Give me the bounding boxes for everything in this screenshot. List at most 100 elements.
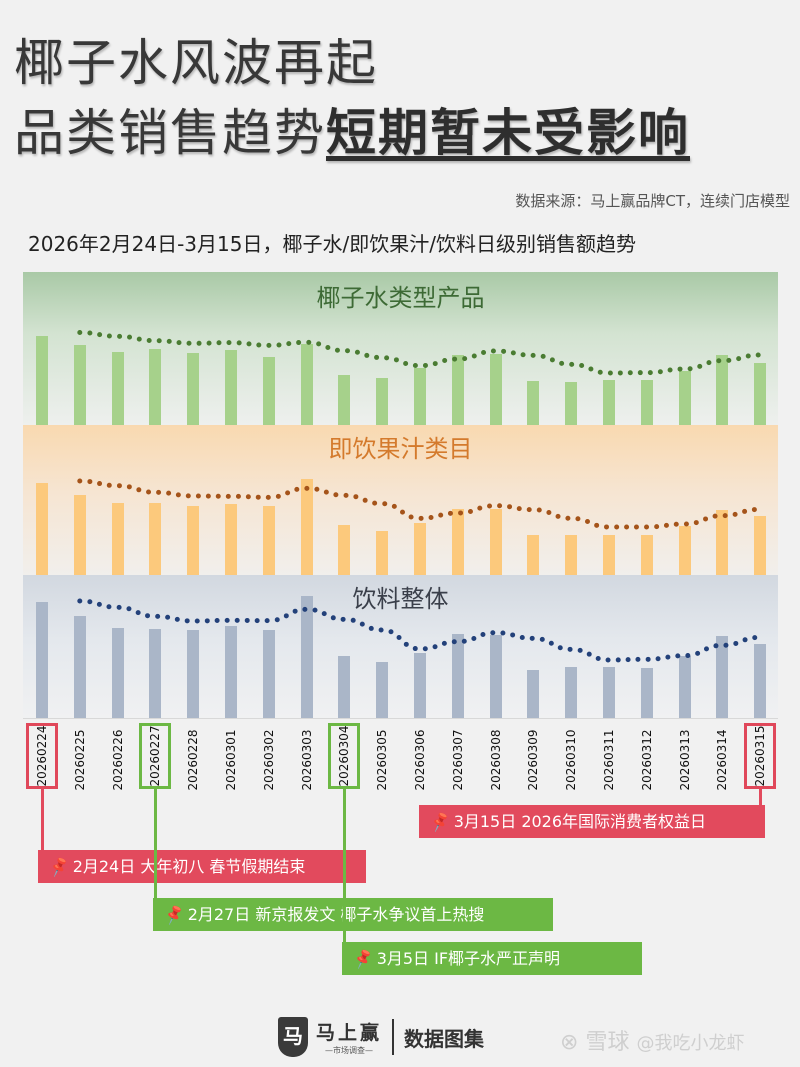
brand-name: 马上赢 — [316, 1022, 383, 1044]
bar-20260315 — [754, 363, 767, 425]
bar-20260306 — [414, 653, 426, 718]
brand-shield-icon: 马 — [278, 1017, 308, 1057]
divider — [392, 1019, 395, 1055]
event-label: 2月24日 大年初八 春节假期结束 — [72, 857, 306, 876]
bar-20260226 — [111, 628, 124, 718]
bar-20260301 — [225, 350, 237, 425]
bar-20260315 — [754, 644, 767, 718]
bar-20260311 — [603, 380, 615, 425]
bar-20260304 — [338, 375, 351, 425]
event-label: 3月5日 IF椰子水严正声明 — [376, 949, 561, 968]
bar-20260224 — [36, 602, 48, 718]
bar-20260305 — [376, 662, 389, 718]
event-connector — [342, 788, 346, 975]
event-connector — [153, 788, 157, 931]
brand-block: 马上赢 —市场调查— — [316, 1018, 382, 1056]
x-tick: 20260224 — [26, 723, 58, 789]
panel-beverage-total: 饮料整体 — [23, 575, 778, 718]
x-tick: 20260308 — [486, 725, 506, 795]
trend-line — [77, 330, 763, 376]
bar-20260308 — [489, 509, 502, 575]
watermark-handle: @我吃小龙虾 — [636, 1033, 745, 1054]
bar-20260306 — [414, 523, 426, 575]
chart-subtitle: 2026年2月24日-3月15日，椰子水/即饮果汁/饮料日级别销售额趋势 — [28, 232, 636, 256]
panel-title: 椰子水类型产品 — [316, 284, 485, 312]
x-tick: 20260225 — [70, 725, 90, 795]
bar-20260227 — [149, 349, 162, 425]
bar-20260307 — [451, 355, 464, 425]
event-connector — [40, 788, 44, 883]
bar-20260304 — [338, 656, 351, 718]
x-tick: 20260303 — [297, 725, 317, 795]
bar-20260308 — [489, 635, 502, 718]
event-callout: 📌 3月5日 IF椰子水严正声明 — [342, 942, 642, 975]
x-tick: 20260304 — [328, 723, 361, 789]
bar-20260308 — [489, 354, 502, 425]
x-tick-label: 20260224 — [35, 725, 49, 787]
bar-20260224 — [36, 336, 48, 425]
x-tick-label: 20260304 — [337, 725, 352, 787]
x-tick: 20260305 — [372, 725, 392, 795]
bar-20260305 — [376, 531, 389, 575]
panel-title: 饮料整体 — [352, 585, 449, 613]
trend-line — [77, 598, 763, 663]
x-tick-label: 20260313 — [677, 729, 692, 791]
watermark: ⊗ 雪球 @我吃小龙虾 — [560, 1024, 744, 1056]
x-tick-label: 20260228 — [186, 729, 201, 791]
panel-juice: 即饮果汁类目 — [23, 425, 778, 575]
bar-20260301 — [225, 504, 237, 575]
x-tick: 20260226 — [108, 725, 128, 795]
x-tick: 20260312 — [637, 725, 657, 795]
x-tick-label: 20260314 — [715, 729, 730, 791]
x-tick-label: 20260311 — [602, 729, 616, 791]
bar-20260312 — [640, 668, 653, 718]
bar-20260307 — [451, 634, 464, 718]
x-tick: 20260309 — [523, 725, 543, 795]
x-axis: 20260224 20260225 20260226 20260227 20260228… — [23, 718, 778, 793]
bar-20260309 — [527, 381, 540, 425]
x-tick-label: 20260302 — [261, 729, 276, 791]
x-tick-label: 20260226 — [110, 729, 125, 791]
bar-20260313 — [678, 371, 691, 425]
x-tick: 20260227 — [139, 723, 172, 789]
bar-20260303 — [300, 344, 313, 425]
bar-20260313 — [678, 526, 691, 575]
bar-20260304 — [338, 525, 351, 575]
title-highlight: 短期暂未受影响 — [326, 104, 690, 162]
x-tick: 20260228 — [183, 725, 203, 795]
bar-series — [23, 445, 778, 575]
page-title-line1: 椰子水风波再起 — [14, 34, 378, 92]
data-source: 数据来源：马上赢品牌CT，连续门店模型 — [515, 192, 790, 210]
bar-20260314 — [716, 510, 729, 575]
pushpin-icon: 📌 — [351, 947, 376, 971]
event-label: 2月27日 新京报发文 椰子水争议首上热搜 — [187, 905, 485, 924]
bar-20260311 — [603, 667, 615, 718]
bar-20260310 — [565, 382, 578, 425]
footer-label: 数据图集 — [404, 1026, 485, 1051]
bar-20260314 — [716, 636, 729, 718]
bar-20260227 — [149, 503, 162, 575]
x-tick: 20260310 — [561, 725, 581, 795]
x-tick-label: 20260310 — [564, 729, 579, 791]
panel-coconut-water: 椰子水类型产品 — [23, 272, 778, 425]
bar-20260313 — [678, 656, 691, 718]
bar-20260302 — [262, 506, 275, 575]
panel-title: 即饮果汁类目 — [328, 435, 473, 463]
pushpin-icon: 📌 — [47, 855, 72, 879]
bar-20260228 — [187, 353, 200, 425]
footer-brand: 马 马上赢 —市场调查— 数据图集 — [278, 1015, 484, 1059]
bar-20260305 — [376, 378, 389, 425]
x-tick-label: 20260306 — [413, 729, 427, 791]
x-tick: 20260301 — [221, 725, 241, 795]
bar-20260226 — [111, 352, 124, 425]
x-tick-label: 20260227 — [148, 725, 163, 787]
x-tick-label: 20260225 — [72, 729, 87, 791]
x-tick-label: 20260308 — [488, 729, 503, 791]
title-plain: 品类销售趋势 — [14, 104, 326, 162]
x-tick: 20260307 — [448, 725, 468, 795]
x-tick-label: 20260307 — [450, 729, 465, 791]
bar-20260312 — [640, 380, 653, 425]
trend-line — [77, 478, 763, 530]
watermark-site: 雪球 — [585, 1030, 630, 1055]
x-tick: 20260311 — [599, 725, 619, 795]
